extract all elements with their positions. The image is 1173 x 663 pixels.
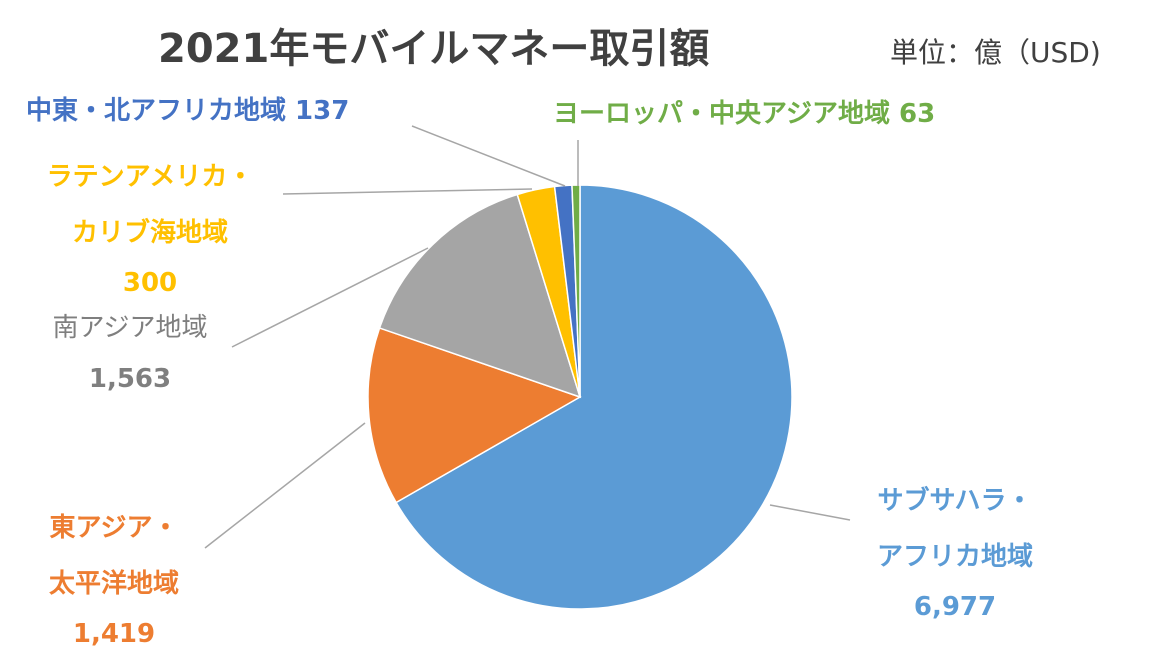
leader-line-5 xyxy=(411,125,566,187)
slice-value-1: 6,977 xyxy=(914,592,996,622)
slice-name-1-line-1: サブサハラ・ xyxy=(878,485,1033,516)
leader-line-2 xyxy=(204,422,366,549)
pie-slice-1 xyxy=(395,184,793,610)
slice-name-3-line-1: 南アジア地域 xyxy=(53,313,208,343)
slice-name-4-line-1: ラテンアメリカ・ xyxy=(47,162,254,192)
slice-name-1-line-2: アフリカ地域 xyxy=(877,542,1033,572)
leader-line-4 xyxy=(282,188,533,195)
pie-slice-2 xyxy=(367,327,582,504)
slice-name-2-line-1: 東アジア・ xyxy=(50,513,179,543)
slice-name-4-line-2: カリブ海地域 xyxy=(72,217,228,248)
chart-subtitle-unit: 単位：億（USD) xyxy=(890,36,1101,69)
slice-label-6: ヨーロッパ・中央アジア地域 63 xyxy=(553,99,935,129)
pie-slices xyxy=(367,184,793,610)
leader-lines xyxy=(204,125,851,549)
pie-slice-3 xyxy=(378,193,582,399)
slice-value-4: 300 xyxy=(123,268,177,298)
slice-value-2: 1,419 xyxy=(73,619,155,649)
slice-value-3: 1,563 xyxy=(89,364,171,394)
leader-line-1 xyxy=(769,504,851,521)
pie-slice-6 xyxy=(571,184,581,398)
leader-line-3 xyxy=(231,247,429,348)
slice-label-5: 中東・北アフリカ地域 137 xyxy=(26,96,349,126)
data-labels: サブサハラ・アフリカ地域 6,977 東アジア・太平洋地域 1,419 南アジア地域 1,… xyxy=(26,96,1033,649)
chart-title: 2021年モバイルマネー取引額 xyxy=(158,26,709,72)
slice-name-2-line-2: 太平洋地域 xyxy=(49,568,179,599)
